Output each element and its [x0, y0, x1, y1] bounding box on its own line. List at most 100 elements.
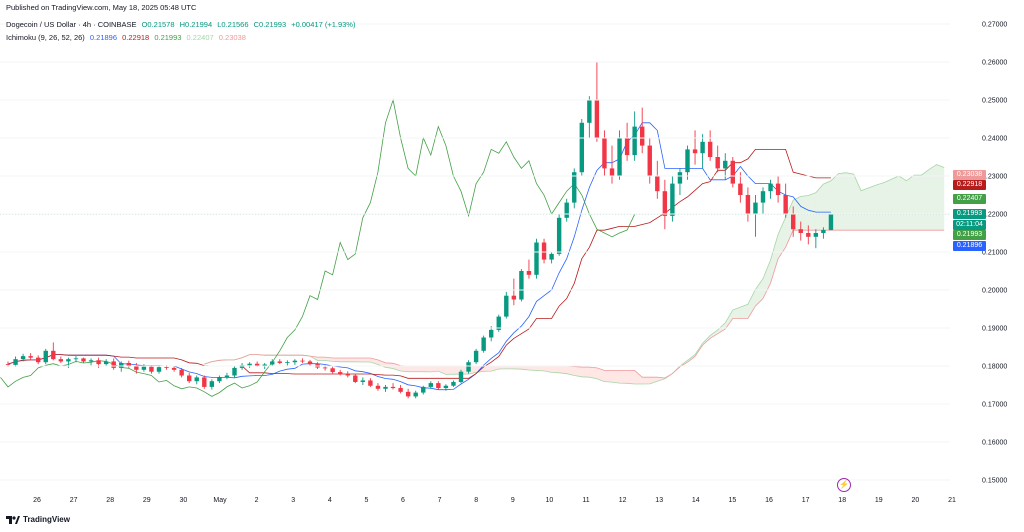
candle-body — [285, 362, 290, 363]
candle-body — [489, 329, 494, 338]
candle-body — [171, 367, 177, 370]
candle-body — [292, 360, 298, 363]
cloud-segment — [604, 370, 612, 383]
x-tick-label: 21 — [948, 497, 956, 504]
y-tick-label: 0.27000 — [982, 22, 1007, 29]
candle-body — [534, 242, 539, 275]
cloud-segment — [627, 370, 635, 385]
cloud-segment — [506, 366, 514, 369]
cloud-segment — [355, 358, 363, 363]
cloud-segment — [891, 176, 899, 231]
candle-body — [564, 202, 569, 218]
cloud-segment — [846, 172, 854, 231]
cloud-segment — [408, 366, 416, 372]
cloud-segment — [415, 366, 424, 372]
plot-area[interactable] — [0, 0, 950, 494]
lead1-value: 0.22407 — [186, 33, 214, 42]
cloud-segment — [876, 182, 884, 231]
flash-icon[interactable]: ⚡ — [837, 478, 851, 492]
symbol-name[interactable]: Dogecoin / US Dollar · 4h · COINBASE — [6, 20, 137, 29]
candle-body — [421, 386, 426, 393]
cloud-segment — [868, 185, 877, 231]
cloud-segment — [544, 366, 552, 373]
candle-body — [677, 172, 683, 184]
candle-body — [572, 172, 577, 203]
candle-body — [254, 363, 260, 366]
candle-body — [647, 145, 652, 176]
time-axis[interactable]: 26 27 28 29 30 May 2 3 4 5 6 7 8 9 10 11 12 13 14 15 16 17 18 1… — [33, 497, 956, 504]
candle-body — [383, 386, 388, 389]
candle-body — [587, 100, 592, 123]
candle-body — [360, 380, 366, 382]
candle-body — [496, 316, 501, 330]
y-tick-label: 0.25000 — [982, 98, 1007, 105]
candle-body — [390, 386, 396, 389]
cloud-segment — [853, 174, 862, 231]
candle-body — [156, 367, 162, 372]
candle-body — [753, 202, 758, 214]
ichimoku-label[interactable]: Ichimoku (9, 26, 52, 26) — [6, 33, 85, 42]
price-axis[interactable]: 0.27000 0.26000 0.25000 0.24000 0.23000 0.220… — [0, 22, 1007, 485]
candle-body — [66, 359, 71, 362]
price-label: 02:11:04 — [953, 219, 986, 230]
candle-body — [134, 366, 139, 370]
cloud-segment — [710, 329, 718, 339]
candle-body — [398, 388, 403, 392]
cloud-segment — [430, 366, 439, 372]
cloud-segment — [838, 172, 847, 231]
cloud-segment — [498, 366, 507, 370]
open-value: O0.21578 — [141, 20, 175, 29]
cloud-segment — [800, 195, 809, 231]
candle-body — [375, 385, 381, 389]
x-tick-label: 6 — [401, 497, 405, 504]
close-value: C0.21993 — [253, 20, 287, 29]
price-label: 0.21993 — [953, 209, 986, 220]
candle-body — [179, 369, 184, 376]
candle-body — [436, 383, 441, 389]
x-tick-label: 29 — [143, 497, 151, 504]
candle-body — [526, 271, 532, 275]
candle-body — [481, 337, 486, 351]
ichimoku-legend[interactable]: Ichimoku (9, 26, 52, 26) 0.21896 0.22918… — [6, 33, 249, 42]
cloud-segment — [770, 234, 779, 284]
candle-body — [149, 366, 154, 372]
cloud-segment — [445, 366, 454, 375]
candle-body — [738, 183, 743, 195]
cloud-segment — [340, 358, 348, 362]
publish-info: Published on TradingView.com, May 18, 20… — [6, 3, 197, 12]
candle-body — [345, 373, 350, 376]
candle-body — [458, 371, 464, 382]
candle-body — [579, 122, 584, 173]
candle-body — [428, 383, 433, 387]
candle-body — [164, 367, 169, 368]
cloud-segment — [596, 367, 605, 382]
candle-body — [541, 242, 547, 260]
candle-body — [81, 358, 86, 362]
candle-body — [783, 195, 788, 214]
cloud-segment — [521, 366, 529, 370]
lagging-value: 0.21993 — [154, 33, 182, 42]
footer-logo[interactable]: TradingView — [6, 515, 70, 524]
symbol-legend[interactable]: Dogecoin / US Dollar · 4h · COINBASE O0.… — [6, 20, 358, 29]
cloud-segment — [898, 176, 907, 231]
cloud-segment — [619, 370, 628, 384]
tradingview-logo-icon — [6, 515, 20, 524]
candle-body — [405, 391, 411, 397]
change-value: +0.00417 (+1.93%) — [291, 20, 356, 29]
candle-body — [745, 195, 751, 214]
candle-body — [368, 380, 373, 386]
candle-body — [624, 138, 630, 156]
cloud-segment — [755, 278, 763, 307]
candle-body — [670, 183, 675, 216]
candle-body — [277, 361, 282, 363]
candle-body — [96, 360, 101, 365]
base-line — [7, 149, 831, 379]
x-tick-label: 14 — [692, 497, 700, 504]
candle-body — [760, 191, 766, 203]
cloud-segment — [785, 200, 794, 248]
x-tick-label: 30 — [180, 497, 188, 504]
cloud-segment — [559, 366, 567, 374]
cloud-segment — [929, 164, 937, 231]
candle-body — [519, 271, 524, 300]
